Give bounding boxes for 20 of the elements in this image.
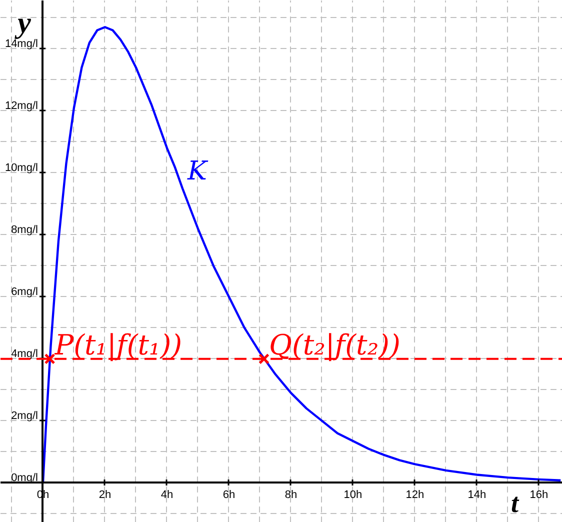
- annotation: P(t₁|f(t₁)): [54, 328, 182, 362]
- y-tick-label: 10mg/l: [4, 162, 38, 174]
- x-tick-label: 6h: [222, 488, 236, 501]
- x-tick-label: 12h: [406, 488, 424, 501]
- y-tick-label: 6mg/l: [11, 286, 38, 298]
- x-tick-label: 4h: [160, 488, 174, 501]
- y-axis-title: y: [14, 6, 32, 40]
- x-tick-label: 16h: [530, 488, 548, 501]
- y-tick-label: 2mg/l: [11, 410, 38, 422]
- y-tick-label: 12mg/l: [4, 100, 38, 112]
- annotation: Q(t₂|f(t₂)): [268, 328, 400, 362]
- y-tick-label: 8mg/l: [11, 224, 38, 236]
- x-axis-title: t: [511, 488, 520, 518]
- x-tick-label: 14h: [468, 488, 486, 501]
- y-tick-label: 14mg/l: [4, 38, 38, 50]
- x-tick-label: 10h: [344, 488, 362, 501]
- y-tick-label: 4mg/l: [11, 348, 38, 360]
- series-label: K: [186, 156, 208, 186]
- x-tick-label: 8h: [284, 488, 298, 501]
- x-tick-label: 2h: [98, 488, 112, 501]
